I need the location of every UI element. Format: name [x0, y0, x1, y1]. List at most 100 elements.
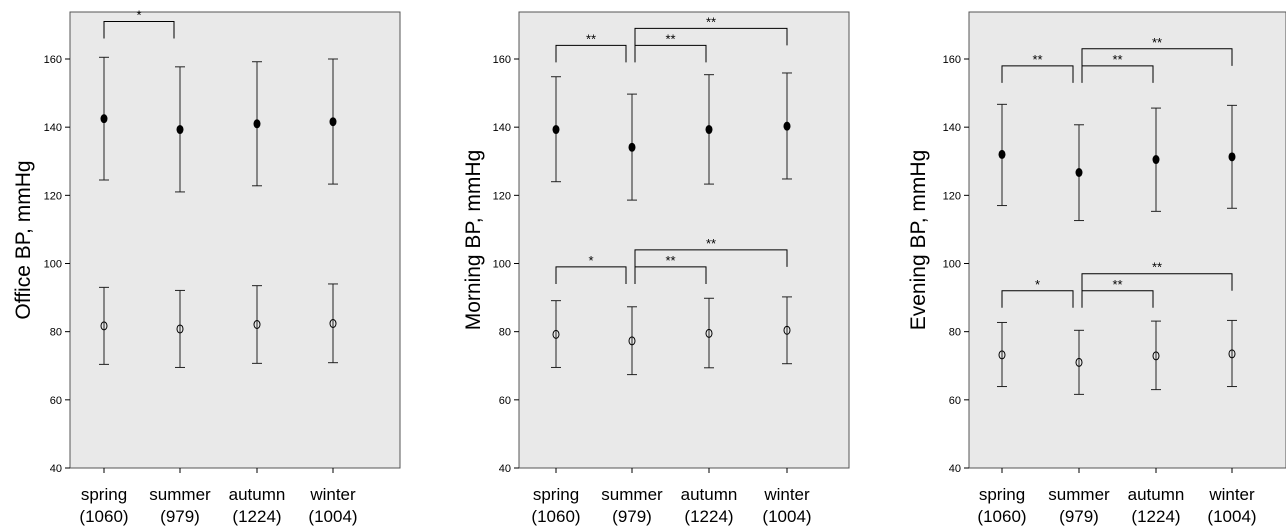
- y-tick-label: 100: [493, 259, 511, 271]
- mean-marker-open: [1228, 349, 1236, 359]
- significance-bracket: [1001, 290, 1074, 308]
- significance-bracket: [634, 266, 707, 284]
- x-category-count: (1004): [1207, 507, 1256, 526]
- significance-label: **: [586, 31, 596, 46]
- y-tick-label: 100: [44, 259, 62, 271]
- significance-bracket: [634, 27, 788, 46]
- x-category-label: autumn: [229, 485, 286, 504]
- y-tick-label: 80: [949, 327, 961, 339]
- mean-marker-filled: [176, 125, 184, 135]
- significance-label: **: [1152, 260, 1162, 275]
- x-category-count: (1004): [308, 507, 357, 526]
- significance-bracket: [555, 266, 627, 284]
- x-category-label: spring: [533, 485, 579, 504]
- x-category-count: (1060): [531, 507, 580, 526]
- mean-marker-open: [1075, 357, 1083, 367]
- x-category-label: autumn: [681, 485, 738, 504]
- x-category-count: (1060): [977, 507, 1026, 526]
- plot-area: [69, 11, 401, 469]
- x-category-label: summer: [601, 485, 663, 504]
- x-category-count: (979): [160, 507, 200, 526]
- x-category-label: summer: [149, 485, 211, 504]
- mean-marker-filled: [628, 142, 636, 152]
- x-category-label: summer: [1048, 485, 1110, 504]
- mean-marker-filled: [705, 125, 713, 135]
- y-tick-label: 80: [499, 327, 511, 339]
- significance-label: *: [136, 8, 141, 23]
- significance-label: **: [706, 236, 716, 251]
- significance-bracket: [103, 21, 175, 39]
- mean-marker-open: [1152, 351, 1160, 361]
- x-category-label: autumn: [1128, 485, 1185, 504]
- y-tick-label: 100: [943, 259, 961, 271]
- y-tick-label: 40: [50, 463, 62, 475]
- y-tick-label: 140: [44, 122, 62, 134]
- x-category-count: (979): [612, 507, 652, 526]
- y-tick-label: 60: [949, 395, 961, 407]
- x-category-label: spring: [81, 485, 127, 504]
- y-axis-title: Morning BP, mmHg: [462, 150, 485, 331]
- x-category-label: spring: [979, 485, 1025, 504]
- significance-bracket: [1081, 48, 1233, 66]
- mean-marker-filled: [1152, 155, 1160, 165]
- mean-marker-filled: [1228, 152, 1236, 162]
- mean-marker-open: [783, 325, 791, 335]
- significance-bracket: [1081, 273, 1233, 291]
- x-category-label: winter: [1208, 485, 1255, 504]
- plot-area: [518, 11, 850, 469]
- significance-bracket: [634, 44, 707, 63]
- mean-marker-open: [628, 336, 636, 346]
- mean-marker-filled: [998, 149, 1006, 159]
- mean-marker-filled: [552, 125, 560, 135]
- significance-label: **: [665, 31, 675, 46]
- chart-panel-1: 40 60 80 100 120 140 160 spring (1060) summer (979…: [12, 8, 401, 526]
- y-tick-label: 60: [50, 395, 62, 407]
- mean-marker-open: [253, 320, 261, 330]
- significance-label: **: [1112, 52, 1122, 67]
- x-category-count: (1224): [1131, 507, 1180, 526]
- x-category-count: (979): [1059, 507, 1099, 526]
- y-tick-label: 140: [943, 122, 961, 134]
- y-tick-label: 160: [943, 54, 961, 66]
- x-category-count: (1224): [684, 507, 733, 526]
- significance-bracket: [1081, 290, 1154, 308]
- y-tick-label: 120: [44, 190, 62, 202]
- x-category-label: winter: [309, 485, 356, 504]
- mean-marker-open: [329, 318, 337, 328]
- y-tick-label: 80: [50, 327, 62, 339]
- x-category-count: (1060): [79, 507, 128, 526]
- mean-marker-filled: [783, 121, 791, 131]
- mean-marker-filled: [1075, 167, 1083, 177]
- significance-label: **: [1112, 277, 1122, 292]
- y-tick-label: 160: [44, 54, 62, 66]
- mean-marker-filled: [253, 119, 261, 129]
- significance-bracket: [1001, 65, 1074, 83]
- mean-marker-open: [998, 350, 1006, 360]
- y-tick-label: 120: [493, 190, 511, 202]
- y-tick-label: 160: [493, 54, 511, 66]
- significance-label: **: [1152, 35, 1162, 50]
- significance-label: **: [1032, 52, 1042, 67]
- significance-label: *: [588, 253, 593, 268]
- y-tick-label: 140: [493, 122, 511, 134]
- y-tick-label: 60: [499, 395, 511, 407]
- y-axis-title: Evening BP, mmHg: [907, 150, 930, 331]
- mean-marker-filled: [329, 117, 337, 127]
- mean-marker-open: [100, 321, 108, 331]
- significance-label: **: [706, 14, 716, 29]
- y-axis-title: Office BP, mmHg: [12, 160, 35, 319]
- y-tick-label: 40: [949, 463, 961, 475]
- mean-marker-open: [552, 329, 560, 339]
- y-tick-label: 120: [943, 190, 961, 202]
- plot-area: [968, 11, 1286, 469]
- x-category-count: (1224): [232, 507, 281, 526]
- chart-panel-3: 40 60 80 100 120 140 160 spring (1060) summer (979…: [907, 11, 1286, 526]
- significance-bracket: [555, 44, 627, 63]
- significance-label: **: [665, 253, 675, 268]
- x-category-count: (1004): [762, 507, 811, 526]
- significance-label: *: [1035, 277, 1040, 292]
- significance-bracket: [634, 249, 788, 267]
- y-tick-label: 40: [499, 463, 511, 475]
- significance-bracket: [1081, 65, 1154, 83]
